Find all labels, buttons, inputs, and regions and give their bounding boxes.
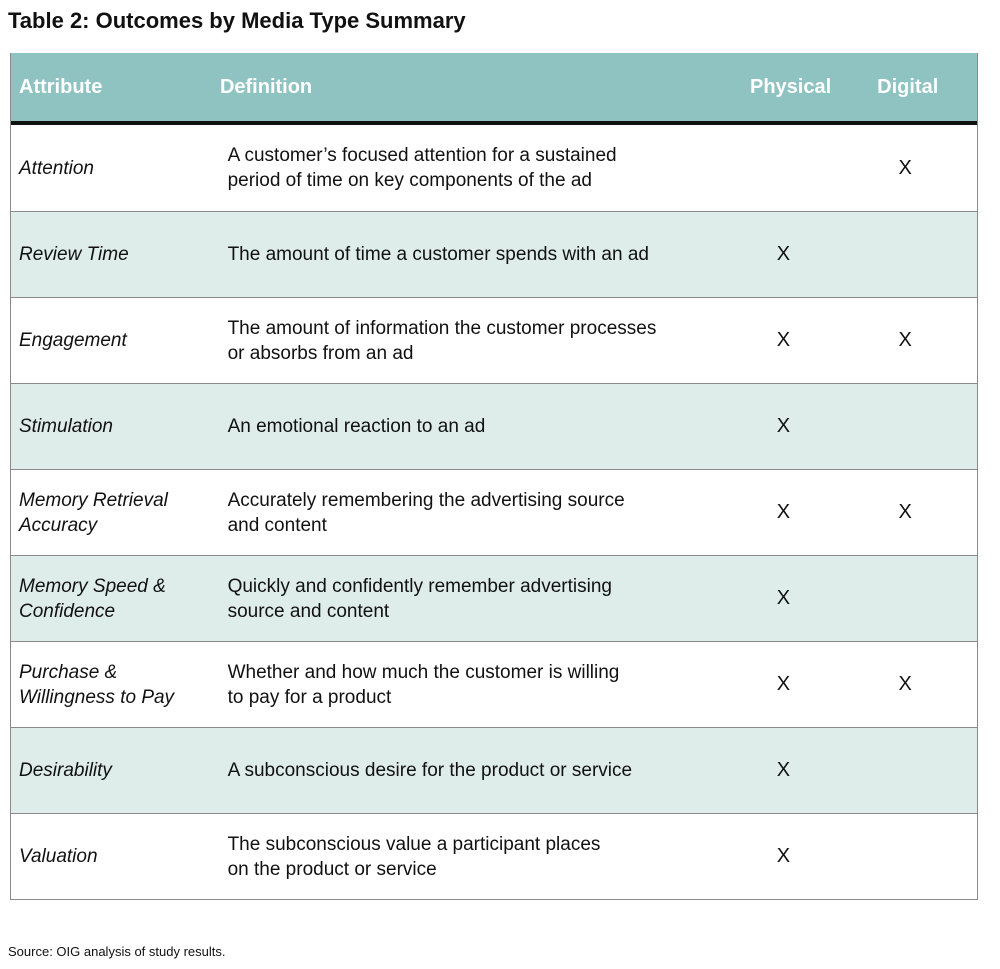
digital-mark: X <box>898 673 912 695</box>
attribute-cell: Engagement <box>11 328 220 353</box>
definition-text: Whether and how much the customer is wil… <box>227 661 620 683</box>
attribute-cell: Desirability <box>11 758 220 783</box>
definition-cell: The amount of time a customer spends wit… <box>220 242 729 267</box>
definition-text: source and content <box>227 600 390 622</box>
attribute-cell: Purchase & Willingness to Pay <box>11 660 220 710</box>
definition-cell: Whether and how much the customer is wil… <box>220 660 729 710</box>
table-row: Desirability A subconscious desire for th… <box>11 727 977 813</box>
attribute-text: Review Time <box>19 244 129 265</box>
table-row: Review Time The amount of time a customer… <box>11 211 977 297</box>
physical-mark: X <box>776 243 791 265</box>
outcomes-table: Attribute Definition Physical Digital At… <box>10 53 978 900</box>
physical-mark: X <box>776 415 791 437</box>
definition-cell: An emotional reaction to an ad <box>220 414 729 439</box>
digital-mark: X <box>898 501 912 523</box>
physical-mark: X <box>776 759 791 781</box>
table-body: Attention A customer’s focused attention … <box>11 125 977 899</box>
definition-text: An emotional reaction to an ad <box>227 416 486 437</box>
definition-text: to pay for a product <box>227 686 392 708</box>
table-row: Attention A customer’s focused attention … <box>11 125 977 211</box>
attribute-text: Attention <box>19 157 94 179</box>
attribute-text: Accuracy <box>19 514 98 536</box>
attribute-text: Stimulation <box>19 416 113 437</box>
source-note: Source: OIG analysis of study results. <box>8 944 226 959</box>
attribute-text: Memory Retrieval <box>19 489 168 511</box>
definition-text: period of time on key components of the … <box>227 170 592 191</box>
definition-cell: A subconscious desire for the product or… <box>220 758 729 783</box>
definition-text: Quickly and confidently remember adverti… <box>227 575 612 597</box>
definition-cell: Quickly and confidently remember adverti… <box>220 574 729 624</box>
physical-mark: X <box>776 845 791 867</box>
attribute-cell: Review Time <box>11 242 220 267</box>
physical-mark: X <box>776 329 791 351</box>
definition-text: The amount of information the customer p… <box>227 317 657 339</box>
attribute-text: Engagement <box>19 330 127 351</box>
header-attribute: Attribute <box>19 75 103 98</box>
definition-text: and content <box>227 514 327 536</box>
definition-cell: The subconscious value a participant pla… <box>220 832 729 882</box>
table-row: Memory Retrieval Accuracy Accurately remem… <box>11 469 977 555</box>
header-digital: Digital <box>877 75 939 98</box>
table-row: Memory Speed & Confidence Quickly and conf… <box>11 555 977 641</box>
attribute-cell: Memory Retrieval Accuracy <box>11 488 220 538</box>
definition-text: or absorbs from an ad <box>227 342 414 364</box>
attribute-text: Purchase & <box>19 661 118 683</box>
attribute-cell: Memory Speed & Confidence <box>11 574 220 624</box>
digital-mark: X <box>898 329 912 351</box>
definition-text: A subconscious desire for the product or… <box>227 760 633 781</box>
digital-mark: X <box>898 156 912 179</box>
header-definition: Definition <box>219 75 313 98</box>
definition-cell: The amount of information the customer p… <box>220 316 729 366</box>
attribute-text: Memory Speed & <box>19 575 166 597</box>
table-title: Table 2: Outcomes by Media Type Summary <box>8 8 466 33</box>
attribute-text: Desirability <box>19 760 112 781</box>
definition-text: The subconscious value a participant pla… <box>227 833 601 855</box>
physical-mark: X <box>776 587 791 609</box>
definition-cell: Accurately remembering the advertising s… <box>220 488 729 538</box>
definition-cell: A customer’s focused attention for a sus… <box>220 143 729 193</box>
physical-mark: X <box>776 673 791 695</box>
table-row: Valuation The subconscious value a partic… <box>11 813 977 899</box>
attribute-text: Valuation <box>19 846 98 867</box>
physical-mark: X <box>776 501 791 523</box>
table-row: Purchase & Willingness to Pay Whether and … <box>11 641 977 727</box>
header-physical: Physical <box>750 75 832 98</box>
definition-text: A customer’s focused attention for a sus… <box>227 145 617 166</box>
attribute-cell: Stimulation <box>11 414 220 439</box>
table-row: Stimulation An emotional reaction to an a… <box>11 383 977 469</box>
attribute-text: Confidence <box>19 600 116 622</box>
attribute-text: Willingness to Pay <box>19 686 175 708</box>
definition-text: Accurately remembering the advertising s… <box>227 489 625 511</box>
table-row: Engagement The amount of information the … <box>11 297 977 383</box>
definition-text: on the product or service <box>227 858 437 880</box>
attribute-cell: Valuation <box>11 844 220 869</box>
attribute-cell: Attention <box>11 156 220 181</box>
definition-text: The amount of time a customer spends wit… <box>227 244 649 265</box>
table-header-row: Attribute Definition Physical Digital <box>11 53 977 125</box>
